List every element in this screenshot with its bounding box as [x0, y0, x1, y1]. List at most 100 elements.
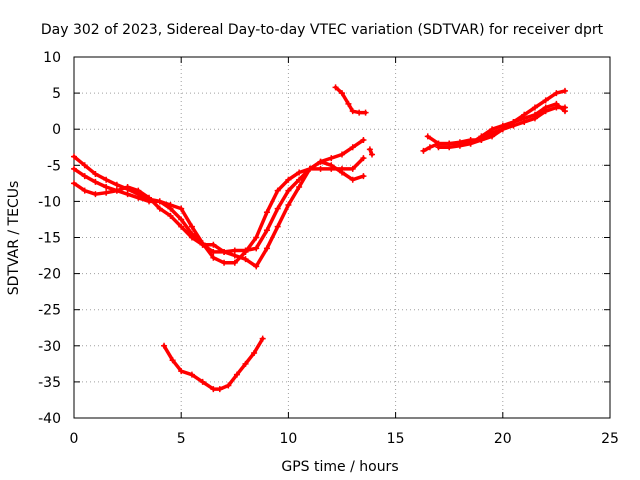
data-point: [216, 386, 223, 393]
y-tick-label: -5: [47, 158, 61, 174]
data-point: [332, 84, 339, 91]
data-point: [360, 173, 367, 180]
data-point: [424, 133, 431, 140]
data-point: [92, 178, 99, 185]
data-point: [113, 181, 120, 188]
data-point: [242, 256, 249, 263]
data-point: [135, 187, 142, 194]
data-point: [263, 209, 270, 216]
series-points-arc-3: [71, 158, 367, 270]
series-points-arc-9: [435, 100, 568, 151]
data-point: [339, 151, 345, 158]
data-point: [446, 144, 453, 151]
data-point: [167, 202, 174, 209]
data-point: [349, 144, 356, 151]
data-point: [103, 176, 110, 183]
y-tick-label: 10: [43, 50, 61, 66]
data-point: [510, 118, 517, 125]
data-point: [92, 191, 99, 198]
data-point: [328, 162, 335, 169]
data-point: [317, 165, 324, 172]
data-point: [360, 137, 367, 144]
data-point: [156, 205, 163, 212]
data-point: [103, 189, 110, 196]
series-line-arc-3: [72, 159, 366, 269]
y-axis-label: SDTVAR / TECUs: [6, 181, 22, 296]
series-points-arc-4: [332, 84, 369, 116]
y-tick-label: -25: [38, 303, 61, 319]
data-point: [542, 104, 549, 111]
data-point: [253, 234, 260, 241]
data-point: [178, 368, 185, 375]
y-tick-label: 5: [52, 86, 61, 102]
series-layer: [71, 84, 568, 393]
data-point: [553, 90, 560, 97]
data-point: [356, 109, 363, 116]
data-point: [71, 165, 77, 172]
data-point: [81, 173, 88, 180]
data-point: [188, 234, 195, 241]
data-point: [81, 162, 88, 169]
data-point: [263, 227, 270, 234]
data-point: [188, 223, 195, 230]
data-point: [210, 386, 217, 393]
data-point: [210, 248, 217, 255]
data-point: [521, 115, 528, 122]
data-point: [499, 122, 506, 129]
data-point: [156, 198, 163, 205]
y-tick-label: -40: [38, 411, 61, 427]
x-tick-label: 15: [387, 431, 405, 447]
y-tick-label: -10: [38, 194, 61, 210]
data-point: [426, 144, 433, 151]
x-tick-label: 5: [177, 431, 186, 447]
data-point: [328, 155, 335, 162]
data-point: [349, 165, 356, 172]
data-point: [135, 194, 142, 201]
data-point: [221, 248, 228, 255]
series-points-arc-5: [161, 335, 266, 393]
data-point: [478, 133, 485, 140]
data-point: [285, 176, 292, 183]
data-point: [285, 187, 292, 194]
data-point: [339, 90, 345, 97]
data-point: [81, 187, 88, 194]
x-tick-label: 10: [279, 431, 297, 447]
data-point: [362, 109, 369, 116]
data-point: [124, 191, 131, 198]
data-point: [188, 371, 195, 378]
x-axis-label: GPS time / hours: [281, 459, 398, 475]
axis-ticks: 0 5 10 15 20 25 10 5 0 -5 -10 -15 -20 -25 -30 -35 -40: [38, 50, 619, 447]
data-point: [349, 176, 356, 183]
data-point: [210, 241, 217, 248]
data-point: [146, 194, 153, 201]
data-point: [92, 170, 99, 177]
data-point: [531, 111, 538, 118]
data-point: [225, 382, 232, 389]
data-point: [467, 140, 474, 147]
x-tick-label: 25: [601, 431, 619, 447]
data-point: [435, 144, 442, 151]
data-point: [210, 254, 217, 261]
data-point: [531, 104, 538, 111]
series-line-arc-8: [426, 105, 567, 146]
data-point: [231, 247, 238, 254]
data-point: [242, 360, 249, 367]
data-point: [71, 180, 77, 187]
data-point: [489, 126, 496, 133]
data-point: [178, 223, 185, 230]
series-points-arc-6: [366, 146, 376, 158]
data-point: [178, 205, 185, 212]
data-point: [231, 252, 238, 259]
series-line-arc-5: [162, 336, 265, 391]
data-point: [178, 216, 185, 223]
data-point: [296, 183, 303, 190]
data-point: [274, 205, 281, 212]
data-point: [124, 183, 131, 190]
data-point: [231, 259, 238, 266]
series-points-arc-2: [71, 155, 367, 266]
y-tick-label: -35: [38, 375, 61, 391]
series-line-arc-1: [72, 138, 366, 254]
data-point: [263, 245, 270, 252]
data-point: [553, 100, 560, 107]
data-point: [456, 142, 463, 149]
